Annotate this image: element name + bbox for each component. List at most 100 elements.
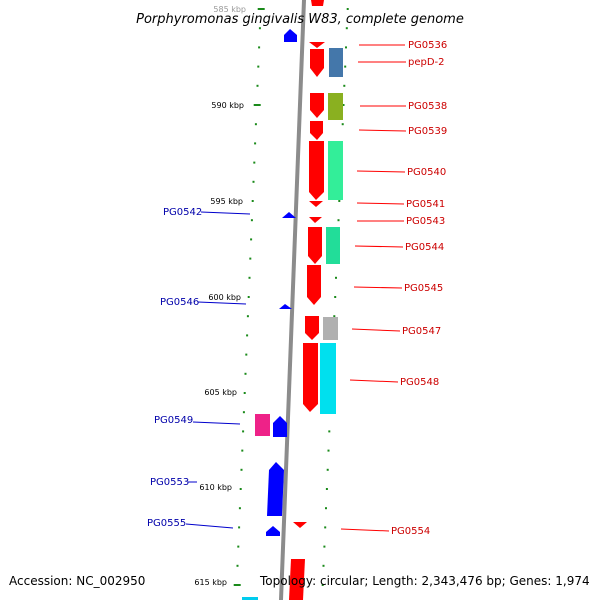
ruler-minor-tick	[333, 315, 336, 318]
gene-pg0539-red	[310, 121, 323, 140]
gene-pg0555-blue	[266, 526, 280, 536]
tick-label-600: 600 kbp	[208, 293, 241, 302]
label-pg0549: PG0549	[154, 415, 193, 426]
gene-pg0536-arrowhead	[309, 42, 325, 48]
gene-pg0548-red	[303, 343, 318, 412]
cog-segments	[242, 48, 343, 600]
label-pg0536: PG0536	[408, 40, 447, 51]
gene-pg0546-blue	[279, 304, 292, 309]
gene-pg0540-red	[309, 141, 324, 200]
left-labels: PG0542 PG0546 PG0549 PG0553 PG0555	[147, 207, 202, 529]
ruler-minor-tick	[237, 545, 240, 548]
ruler-minor-tick	[326, 468, 329, 471]
ruler-minor-tick	[236, 564, 239, 567]
ruler-minor-tick	[345, 46, 347, 49]
ruler-minor-tick	[248, 276, 251, 279]
right-labels: PG0536 pepD-2 PG0538 PG0539 PG0540 PG054…	[391, 40, 447, 537]
ruler-minor-tick	[250, 219, 253, 222]
gene-top-blue	[284, 29, 297, 42]
ruler-minor-tick	[246, 334, 249, 337]
ruler-minor-tick	[244, 372, 247, 375]
gene-pepd-cog	[329, 48, 343, 77]
label-pg0555: PG0555	[147, 518, 186, 529]
ruler-minor-tick	[250, 238, 253, 241]
right-leader-lines	[340, 44, 407, 532]
gene-pg0543-red	[309, 217, 322, 223]
gene-bottom-cog	[242, 597, 258, 600]
forward-genes	[289, 0, 325, 600]
label-pg0545: PG0545	[404, 283, 443, 294]
ruler-minor-tick	[335, 276, 337, 279]
label-pepd-2: pepD-2	[408, 57, 445, 68]
label-pg0544: PG0544	[405, 242, 444, 253]
tick-label-585: 585 kbp	[213, 5, 246, 14]
ruler-minor-tick	[325, 507, 327, 510]
gene-pg0553-blue	[267, 462, 284, 516]
gene-pg0547-red	[305, 316, 319, 340]
ruler-minor-tick	[242, 411, 245, 414]
ruler-minor-tick	[257, 65, 260, 68]
reverse-genes	[266, 29, 297, 536]
gene-pg0538-red	[310, 93, 324, 118]
ruler-minor-tick	[344, 65, 347, 68]
gene-pg0547-cog	[323, 317, 338, 340]
ruler-major-tick	[253, 104, 261, 106]
gene-pg0540-cog	[328, 141, 343, 200]
ruler-minor-tick	[343, 84, 346, 87]
gene-pg0544-red	[308, 227, 322, 264]
gene-pg0548-cog	[320, 343, 336, 414]
ruler-minor-tick	[247, 296, 250, 298]
ruler-minor-tick	[238, 507, 241, 510]
gene-bottom-red	[289, 559, 305, 600]
label-pg0546: PG0546	[160, 297, 199, 308]
ruler-minor-tick	[240, 468, 243, 471]
ruler-minor-tick	[258, 27, 261, 30]
ruler-minor-tick	[243, 392, 246, 394]
ruler-labels: 585 kbp 590 kbp 595 kbp 600 kbp 605 kbp …	[194, 5, 246, 587]
accession-text: Accession: NC_002950	[9, 574, 146, 588]
ruler-minor-tick	[328, 430, 331, 433]
genome-backbone	[279, 0, 306, 600]
gene-pg0545-red	[307, 265, 321, 305]
ruler-minor-tick	[251, 200, 254, 202]
gene-pg0554-red	[293, 522, 307, 528]
label-pg0553: PG0553	[150, 477, 189, 488]
gene-pg0544-cog	[326, 227, 340, 264]
ruler-minor-tick	[253, 161, 256, 164]
label-pg0543: PG0543	[406, 216, 445, 227]
ruler-major-tick	[233, 584, 241, 586]
ruler-minor-tick	[345, 27, 348, 30]
map-title: Porphyromonas gingivalis W83, complete g…	[136, 12, 464, 27]
tick-label-610: 610 kbp	[199, 483, 232, 492]
gene-pg0538-cog	[328, 93, 343, 120]
ruler-minor-tick	[322, 564, 325, 567]
ruler-minor-tick	[327, 449, 330, 452]
ruler-minor-tick	[321, 584, 324, 586]
tick-label-590: 590 kbp	[211, 101, 244, 110]
label-pg0539: PG0539	[408, 126, 447, 137]
ruler-minor-tick	[254, 142, 257, 145]
label-pg0547: PG0547	[402, 326, 441, 337]
ruler-minor-tick	[342, 104, 345, 106]
ruler-minor-tick	[258, 46, 261, 49]
gene-pg0549-blue	[273, 416, 287, 437]
gene-pg0542-blue	[282, 212, 296, 218]
gene-pg0541-red	[309, 201, 323, 207]
label-pg0541: PG0541	[406, 199, 445, 210]
ruler-minor-tick	[254, 123, 257, 126]
ruler-minor-tick	[246, 315, 249, 318]
ruler-minor-tick	[346, 8, 349, 10]
gene-pepd-red	[310, 49, 324, 77]
tick-label-595: 595 kbp	[210, 197, 243, 206]
ruler-minor-tick	[337, 219, 340, 222]
left-leader-lines	[185, 211, 251, 529]
gene-pg0549-cog	[255, 414, 270, 436]
label-pg0542: PG0542	[163, 207, 202, 218]
tick-label-605: 605 kbp	[204, 388, 237, 397]
ruler-minor-tick	[256, 84, 259, 87]
label-pg0548: PG0548	[400, 377, 439, 388]
ruler-minor-tick	[238, 526, 241, 529]
ruler-minor-tick	[338, 200, 341, 202]
genome-summary-text: Topology: circular; Length: 2,343,476 bp…	[260, 574, 590, 588]
label-pg0554: PG0554	[391, 526, 430, 537]
